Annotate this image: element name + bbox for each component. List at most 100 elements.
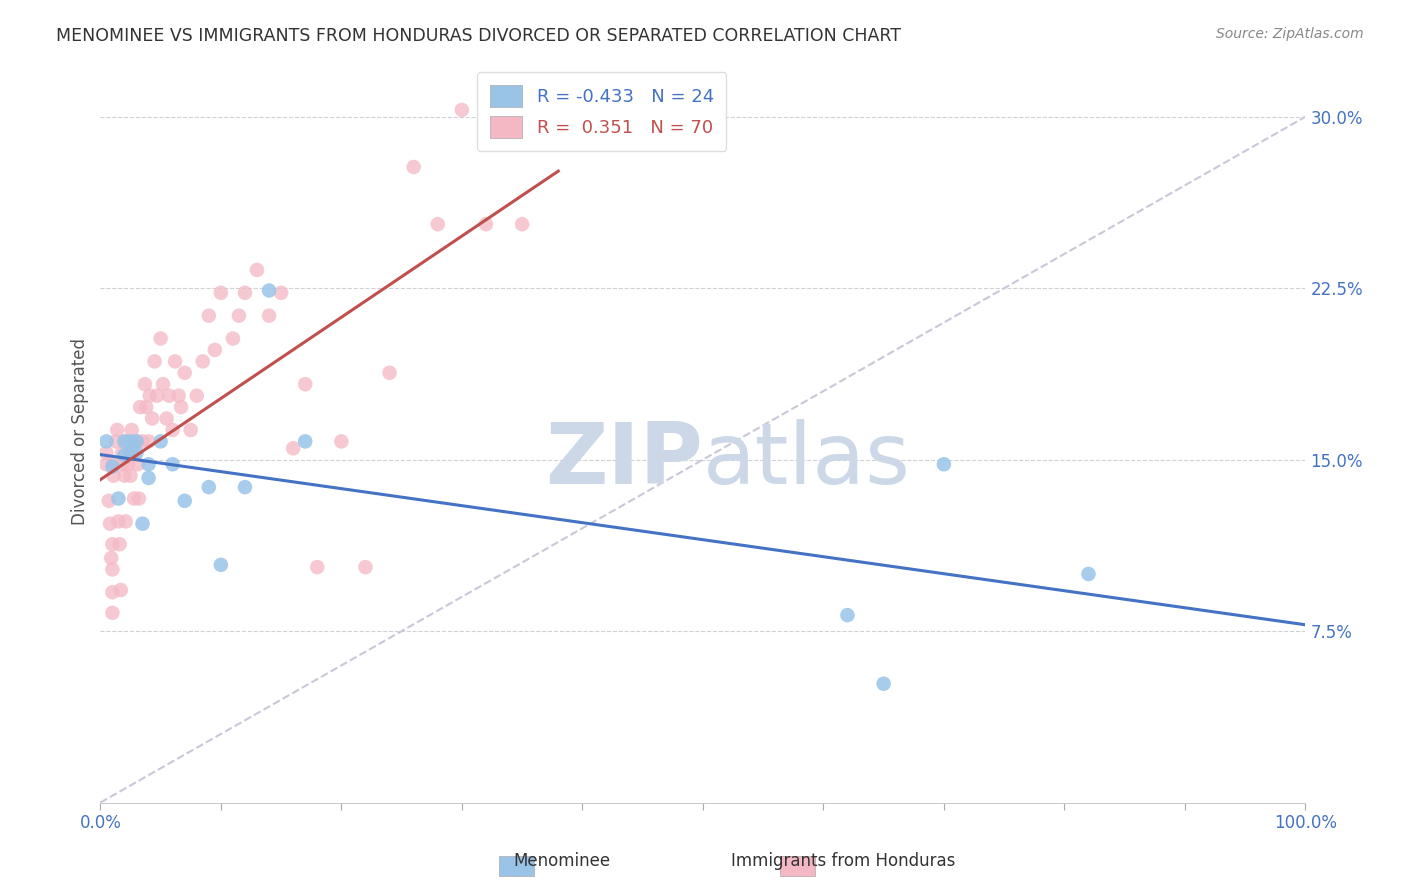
Point xyxy=(117,457,139,471)
Point xyxy=(120,434,142,449)
Point xyxy=(112,457,135,471)
Point xyxy=(162,423,184,437)
Point xyxy=(186,389,208,403)
Point xyxy=(131,516,153,531)
Point xyxy=(270,285,292,300)
Point xyxy=(209,285,232,300)
Point xyxy=(115,434,138,449)
Point xyxy=(475,217,498,231)
Point xyxy=(354,560,377,574)
Point xyxy=(156,411,179,425)
Point xyxy=(111,446,134,460)
Point xyxy=(837,608,859,623)
Point xyxy=(173,366,195,380)
Point xyxy=(143,354,166,368)
Point xyxy=(204,343,226,357)
Point xyxy=(426,217,449,231)
Y-axis label: Divorced or Separated: Divorced or Separated xyxy=(72,337,89,524)
Point xyxy=(209,558,232,572)
Point xyxy=(97,493,120,508)
Point xyxy=(257,284,280,298)
Point xyxy=(146,389,169,403)
Point xyxy=(283,442,305,456)
Point xyxy=(198,480,221,494)
Text: MENOMINEE VS IMMIGRANTS FROM HONDURAS DIVORCED OR SEPARATED CORRELATION CHART: MENOMINEE VS IMMIGRANTS FROM HONDURAS DI… xyxy=(56,27,901,45)
Point xyxy=(167,389,190,403)
Point xyxy=(105,434,128,449)
Point xyxy=(122,491,145,506)
Point xyxy=(96,457,118,471)
Point xyxy=(402,160,425,174)
Point xyxy=(138,471,160,485)
Point xyxy=(152,377,174,392)
Point xyxy=(257,309,280,323)
Point xyxy=(104,457,127,471)
Legend: R = -0.433   N = 24, R =  0.351   N = 70: R = -0.433 N = 24, R = 0.351 N = 70 xyxy=(477,72,727,151)
Point xyxy=(173,493,195,508)
Point xyxy=(191,354,214,368)
Text: ZIP: ZIP xyxy=(546,419,703,502)
Point xyxy=(138,434,160,449)
Point xyxy=(128,491,150,506)
Point xyxy=(107,491,129,506)
Point xyxy=(198,309,221,323)
Point xyxy=(125,446,148,460)
Point xyxy=(233,285,256,300)
Point xyxy=(139,389,162,403)
Point xyxy=(110,582,132,597)
Point xyxy=(141,411,163,425)
Point xyxy=(114,515,136,529)
Point xyxy=(98,516,121,531)
Point xyxy=(170,400,193,414)
Point xyxy=(125,434,148,449)
Point xyxy=(1077,566,1099,581)
Point xyxy=(510,217,533,231)
Point xyxy=(138,457,160,471)
Point xyxy=(101,585,124,599)
Point xyxy=(120,468,142,483)
Text: Immigrants from Honduras: Immigrants from Honduras xyxy=(731,852,956,870)
Point xyxy=(378,366,401,380)
Point xyxy=(114,448,136,462)
Point xyxy=(114,434,136,449)
Point xyxy=(114,468,136,483)
Point xyxy=(307,560,329,574)
Text: Source: ZipAtlas.com: Source: ZipAtlas.com xyxy=(1216,27,1364,41)
Point xyxy=(165,354,187,368)
Point xyxy=(101,537,124,551)
Point xyxy=(180,423,202,437)
Point xyxy=(105,423,128,437)
Point xyxy=(101,606,124,620)
Point xyxy=(246,263,269,277)
Point xyxy=(129,400,152,414)
Point xyxy=(233,480,256,494)
Point xyxy=(120,446,142,460)
Point xyxy=(157,389,180,403)
Point xyxy=(101,562,124,576)
Point xyxy=(127,457,149,471)
Point xyxy=(222,331,245,345)
Point xyxy=(125,434,148,449)
Point xyxy=(330,434,353,449)
Point xyxy=(872,676,894,690)
Point xyxy=(294,377,316,392)
Point xyxy=(149,331,172,345)
Point xyxy=(108,537,131,551)
Point xyxy=(450,103,472,117)
Point xyxy=(932,457,955,471)
Point xyxy=(101,459,124,474)
Point xyxy=(135,400,157,414)
Point xyxy=(96,434,118,449)
Point xyxy=(100,551,122,566)
Point xyxy=(162,457,184,471)
Point xyxy=(107,515,129,529)
Point xyxy=(96,446,118,460)
Text: Menominee: Menominee xyxy=(513,852,612,870)
Point xyxy=(121,423,143,437)
Point xyxy=(149,434,172,449)
Point xyxy=(294,434,316,449)
Text: atlas: atlas xyxy=(703,419,911,502)
Point xyxy=(228,309,250,323)
Point xyxy=(131,434,153,449)
Point xyxy=(103,468,125,483)
